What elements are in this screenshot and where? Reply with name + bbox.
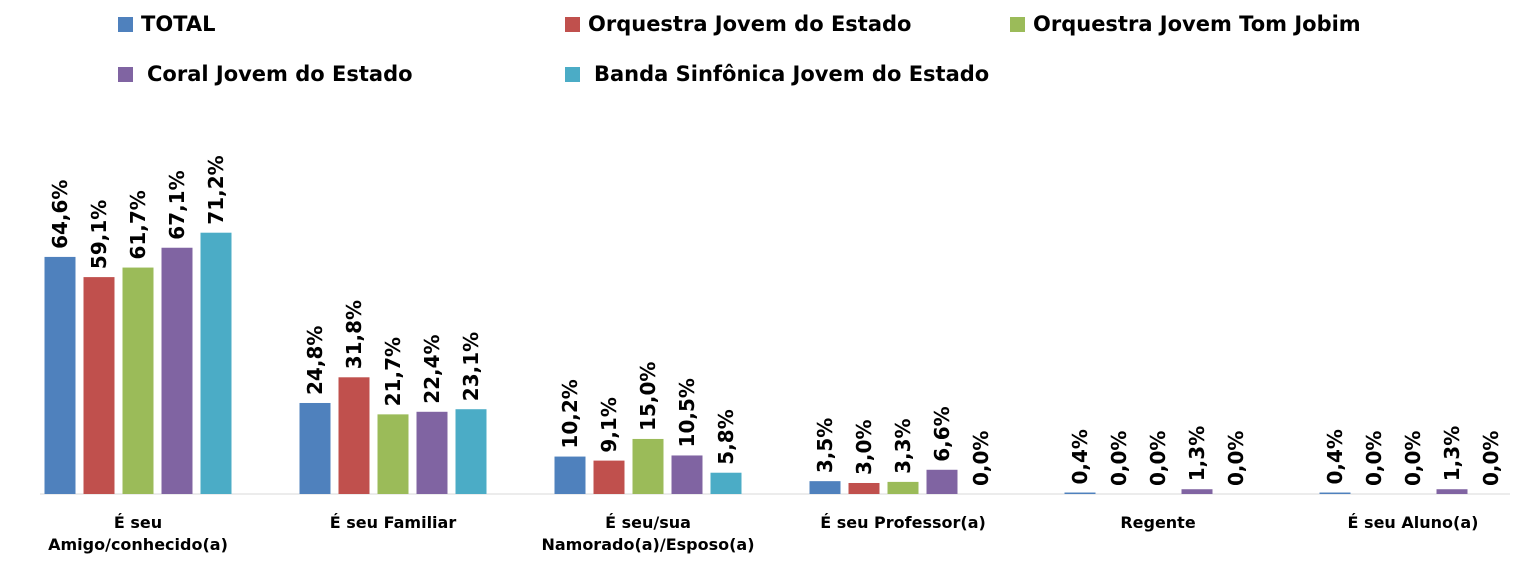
data-label: 64,6%: [48, 180, 72, 249]
data-label: 31,8%: [342, 300, 366, 369]
legend-label: Coral Jovem do Estado: [147, 62, 413, 86]
data-label: 0,0%: [1479, 431, 1503, 486]
bar: [44, 256, 76, 494]
bar: [200, 232, 232, 495]
bar: [338, 377, 370, 494]
legend-swatch: [565, 66, 580, 82]
data-label: 24,8%: [303, 326, 327, 395]
data-label: 0,4%: [1068, 429, 1092, 484]
data-label: 21,7%: [381, 337, 405, 406]
legend-item: Coral Jovem do Estado: [118, 62, 413, 86]
legend-item: Orquestra Jovem do Estado: [565, 12, 911, 36]
data-label: 3,5%: [813, 418, 837, 473]
bar: [161, 247, 193, 494]
bar: [632, 438, 664, 494]
bar: [299, 402, 331, 494]
bar: [554, 456, 586, 494]
bar: [671, 455, 703, 494]
bar: [455, 409, 487, 494]
data-label: 0,0%: [1224, 431, 1248, 486]
legend-label: Orquestra Jovem do Estado: [588, 12, 912, 36]
bar: [710, 472, 742, 494]
bar: [83, 277, 115, 494]
bar: [122, 267, 154, 494]
data-label: 15,0%: [636, 362, 660, 431]
data-label: 67,1%: [165, 170, 189, 239]
data-label: 0,0%: [969, 431, 993, 486]
data-label: 9,1%: [597, 397, 621, 452]
data-label: 0,4%: [1323, 429, 1347, 484]
data-label: 10,5%: [675, 378, 699, 447]
data-label: 61,7%: [126, 190, 150, 259]
data-label: 59,1%: [87, 200, 111, 269]
bar: [887, 481, 919, 494]
legend-swatch: [118, 16, 133, 32]
data-label: 1,3%: [1440, 426, 1464, 481]
legend-swatch: [1010, 16, 1025, 32]
bar: [1319, 492, 1351, 494]
bar: [809, 481, 841, 494]
bar: [593, 460, 625, 494]
bar: [416, 411, 448, 494]
x-tick-label: É seu Aluno(a): [1347, 513, 1479, 532]
bar: [926, 469, 958, 494]
legend-swatch: [118, 66, 133, 82]
data-label: 23,1%: [459, 332, 483, 401]
x-tick-label: É seu/sua Namorado(a)/Esposo(a): [541, 513, 755, 554]
bar: [1436, 489, 1468, 494]
data-label: 10,2%: [558, 379, 582, 448]
bar: [1181, 489, 1213, 494]
data-label: 0,0%: [1362, 431, 1386, 486]
bar: [848, 482, 880, 494]
x-tick-label: Regente: [1120, 513, 1196, 532]
legend-label: TOTAL: [141, 12, 216, 36]
legend-label: Banda Sinfônica Jovem do Estado: [594, 62, 990, 86]
data-label: 3,3%: [891, 418, 915, 473]
data-label: 0,0%: [1107, 431, 1131, 486]
x-tick-label: É seu Familiar: [329, 513, 457, 532]
x-tick-label: É seu Professor(a): [820, 513, 986, 532]
data-label: 6,6%: [930, 406, 954, 461]
data-label: 5,8%: [714, 409, 738, 464]
data-label: 0,0%: [1146, 431, 1170, 486]
legend-item: Orquestra Jovem Tom Jobim: [1010, 12, 1361, 36]
legend-label: Orquestra Jovem Tom Jobim: [1033, 12, 1361, 36]
data-label: 71,2%: [204, 155, 228, 224]
data-label: 0,0%: [1401, 431, 1425, 486]
legend-item: Banda Sinfônica Jovem do Estado: [565, 62, 989, 86]
data-label: 22,4%: [420, 334, 444, 403]
legend-item: TOTAL: [118, 12, 216, 36]
legend-swatch: [565, 16, 580, 32]
bar: [377, 414, 409, 494]
data-label: 3,0%: [852, 420, 876, 475]
data-label: 1,3%: [1185, 426, 1209, 481]
x-tick-label: É seu Amigo/conhecido(a): [48, 513, 228, 554]
bar: [1064, 492, 1096, 494]
